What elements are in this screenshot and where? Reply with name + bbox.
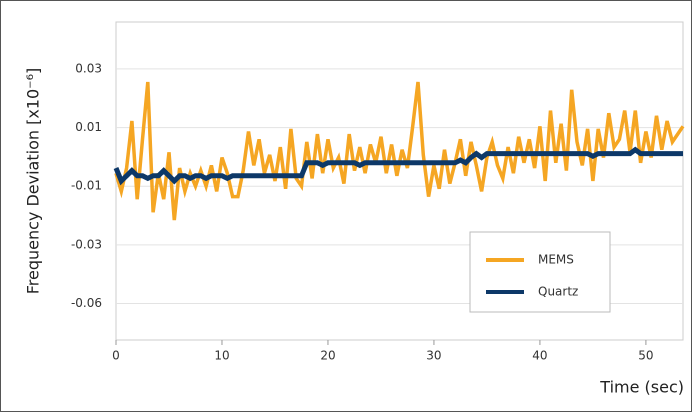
legend-box	[469, 231, 611, 313]
series-line	[113, 146, 683, 186]
x-axis-title: Time (sec)	[599, 378, 684, 397]
y-axis-title: Frequency Deviation [x10⁻⁶]	[24, 68, 43, 295]
y-tick-label: -0.03	[71, 237, 102, 251]
plot-area	[115, 21, 684, 341]
y-tick-label: 0.03	[75, 61, 102, 75]
y-tick-label: -0.06	[71, 296, 102, 310]
x-tick-label: 40	[532, 349, 547, 363]
legend-label: Quartz	[538, 285, 578, 299]
x-tick-label: 0	[112, 349, 120, 363]
legend-label: MEMS	[538, 253, 574, 267]
x-tick-label: 50	[638, 349, 653, 363]
x-tick-label: 30	[426, 349, 441, 363]
x-tick-label: 20	[320, 349, 335, 363]
y-tick-label: 0.01	[75, 120, 102, 134]
y-tick-label: -0.01	[71, 179, 102, 193]
x-tick-label: 10	[214, 349, 229, 363]
